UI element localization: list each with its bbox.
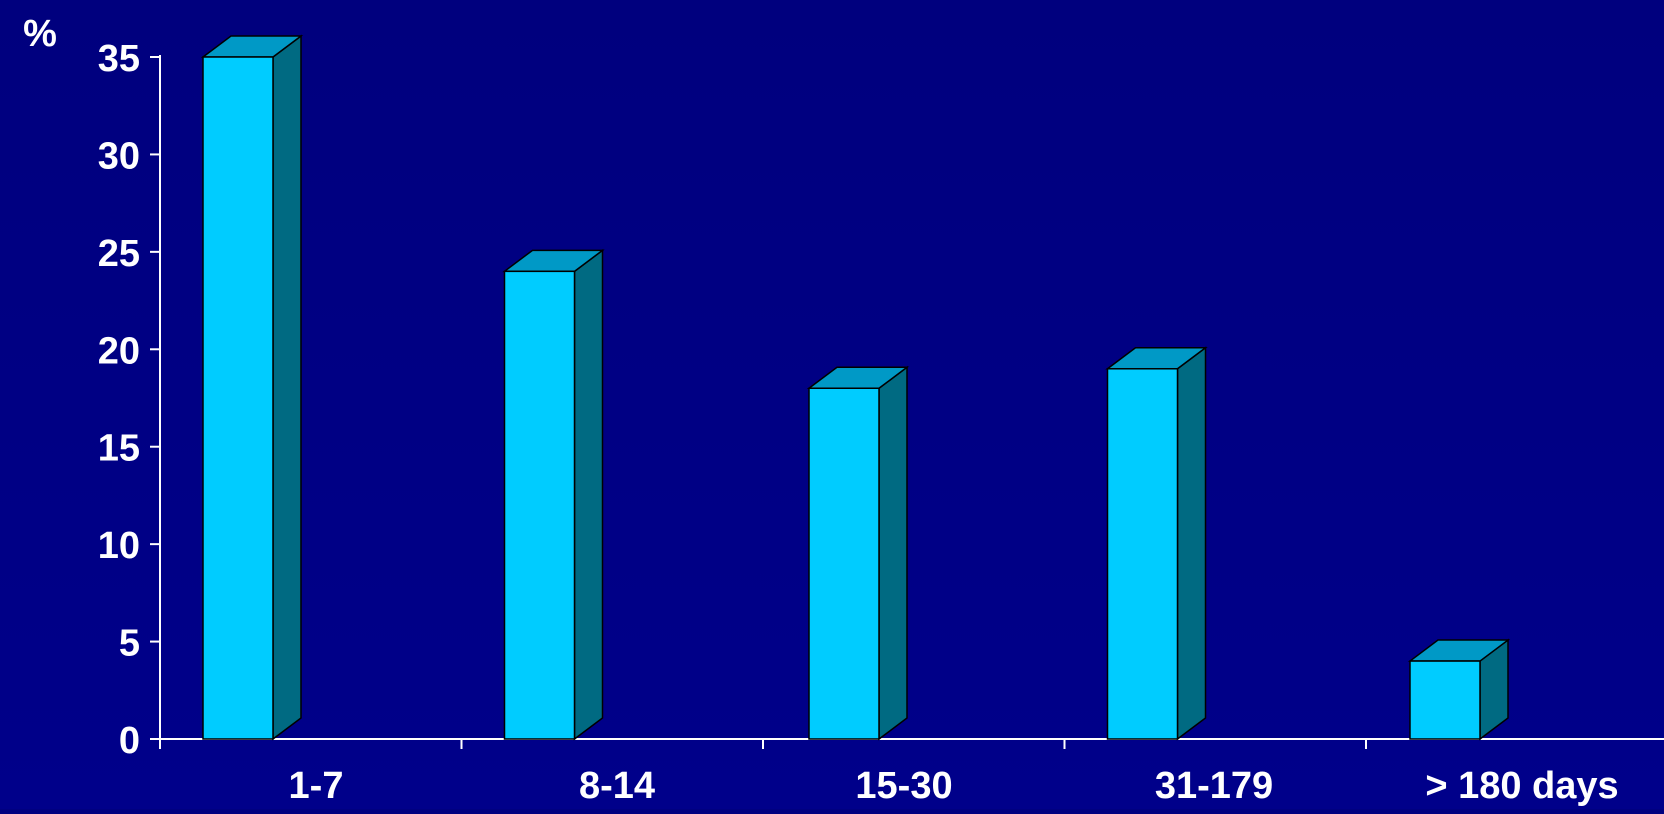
bar-side-face: [878, 365, 908, 741]
y-tick-label: 25: [98, 233, 140, 275]
bar: [806, 365, 910, 741]
bar-front-face: [808, 387, 880, 740]
y-tick-label: 0: [119, 720, 140, 762]
bar: [502, 248, 605, 741]
x-tick-label: 1-7: [289, 765, 344, 807]
bar-front-face: [1409, 660, 1481, 740]
y-tick-label: 20: [98, 330, 140, 372]
x-tick-labels: 1-7 8-14 15-30 31-179 > 180 days: [289, 765, 1619, 807]
bar-front-face: [503, 270, 576, 740]
bars: [200, 34, 1511, 741]
y-tick-labels: 0 5 10 15 20 25 30 35: [98, 38, 140, 762]
x-tick-label: > 180 days: [1425, 765, 1618, 807]
bar: [1105, 346, 1208, 741]
bar-side-face: [272, 34, 302, 741]
bar: [1407, 638, 1511, 741]
bar-front-face: [202, 56, 274, 740]
bar-side-face: [573, 248, 604, 741]
y-tick-label: 35: [98, 38, 140, 80]
y-tick-label: 15: [98, 428, 140, 470]
x-tick-label: 8-14: [579, 765, 655, 807]
x-tick-label: 31-179: [1155, 765, 1273, 807]
y-tick-label: 5: [119, 623, 140, 665]
y-axis-label: %: [23, 13, 57, 55]
x-tick-label: 15-30: [855, 765, 952, 807]
bar: [200, 34, 304, 741]
y-tick-label: 10: [98, 525, 140, 567]
bar-front-face: [1106, 368, 1179, 740]
bar-side-face: [1176, 346, 1207, 741]
y-tick-label: 30: [98, 135, 140, 177]
